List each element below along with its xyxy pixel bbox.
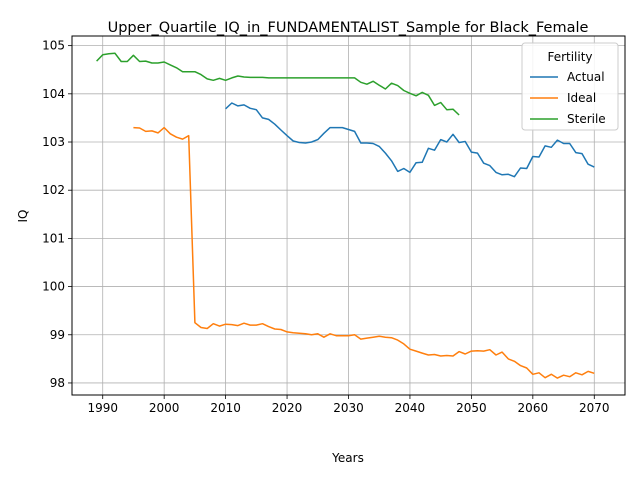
x-tick-label: 2060 (518, 401, 549, 415)
legend-title: Fertility (547, 50, 592, 64)
legend-label-actual: Actual (567, 70, 605, 84)
legend-label-ideal: Ideal (567, 91, 596, 105)
series-line-actual (225, 102, 595, 178)
chart-title: Upper_Quartile_IQ_in_FUNDAMENTALIST_Samp… (108, 20, 589, 36)
series-line-sterile (96, 52, 460, 116)
series-line-ideal (133, 126, 595, 379)
series-lines (96, 52, 595, 379)
x-tick-label: 2020 (272, 401, 303, 415)
x-tick-label: 1990 (87, 401, 118, 415)
x-axis-ticks: 1990 2000 2010 2020 2030 2040 2050 2060 2070 (87, 395, 610, 415)
x-tick-label: 2030 (333, 401, 364, 415)
x-tick-label: 2010 (210, 401, 241, 415)
x-axis-label: Years (331, 451, 364, 465)
x-tick-label: 2040 (395, 401, 426, 415)
y-tick-label: 98 (50, 376, 65, 390)
y-tick-label: 100 (42, 280, 65, 294)
x-tick-label: 2050 (456, 401, 487, 415)
y-tick-label: 105 (42, 39, 65, 53)
y-axis-label: IQ (16, 210, 30, 223)
legend: Fertility Actual Ideal Sterile (521, 42, 619, 131)
x-tick-label: 2000 (149, 401, 180, 415)
legend-box (521, 42, 619, 131)
y-axis-ticks: 98 99 100 101 102 103 104 105 (42, 39, 72, 390)
legend-label-sterile: Sterile (567, 112, 606, 126)
y-tick-label: 102 (42, 183, 65, 197)
y-tick-label: 99 (50, 328, 65, 342)
y-tick-label: 101 (42, 231, 65, 245)
y-tick-label: 103 (42, 135, 65, 149)
y-tick-label: 104 (42, 87, 65, 101)
x-tick-label: 2070 (579, 401, 610, 415)
